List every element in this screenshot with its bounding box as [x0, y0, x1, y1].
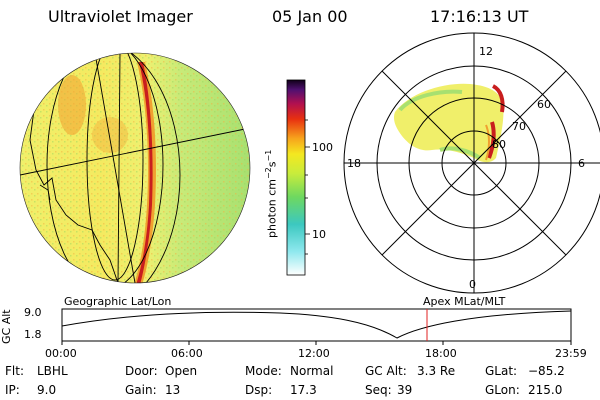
- door-value: Open: [165, 364, 198, 378]
- seq-value: 39: [397, 383, 413, 397]
- timeline-x-tick-1800: 18:00: [425, 347, 457, 360]
- ip-label: IP:: [5, 383, 20, 397]
- timeline-x-tick-1200: 12:00: [298, 347, 330, 360]
- timeline-y-label: GC Alt: [0, 309, 13, 344]
- timeline-x-tick-0000: 00:00: [45, 347, 77, 360]
- gc-alt-label: GC Alt:: [365, 364, 407, 378]
- instrument-title: Ultraviolet Imager: [48, 7, 193, 26]
- globe-limb: [19, 52, 251, 284]
- altitude-timeline-frame: [61, 308, 572, 342]
- glat-label: GLat:: [485, 364, 518, 378]
- dsp-label: Dsp:: [245, 383, 273, 397]
- gain-label: Gain:: [125, 383, 157, 397]
- mode-label: Mode:: [245, 364, 282, 378]
- color-scale-unit: photon cm−2s−1: [264, 149, 279, 238]
- filter-label: Flt:: [5, 364, 24, 378]
- lat-label-60: 60: [537, 98, 551, 111]
- mlt-label-0: 0: [469, 278, 476, 291]
- timeline-right-caption: Apex MLat/MLT: [423, 295, 506, 308]
- timeline-y-tick-bottom: 1.8: [24, 328, 42, 341]
- door-label: Door:: [125, 364, 158, 378]
- color-scale-bar: [286, 79, 306, 276]
- mlt-label-12: 12: [479, 45, 493, 58]
- color-scale-tick-10: 10: [312, 228, 326, 241]
- glon-value: 215.0: [528, 383, 563, 397]
- glon-label: GLon:: [485, 383, 520, 397]
- polar-plot: [343, 32, 600, 294]
- timeline-x-tick-0600: 06:00: [171, 347, 203, 360]
- seq-label: Seq:: [365, 383, 392, 397]
- ip-value: 9.0: [37, 383, 57, 397]
- timeline-y-tick-top: 9.0: [24, 306, 42, 319]
- timeline-ticks: [61, 341, 572, 345]
- glat-value: −85.2: [528, 364, 565, 378]
- gain-value: 13: [165, 383, 181, 397]
- dsp-value: 17.3: [290, 383, 317, 397]
- mlt-label-18: 18: [347, 157, 361, 170]
- date-label: 05 Jan 00: [272, 7, 348, 26]
- filter-value: LBHL: [37, 364, 68, 378]
- gc-alt-value: 3.3 Re: [417, 364, 456, 378]
- lat-label-70: 70: [512, 120, 526, 133]
- mlt-label-6: 6: [578, 157, 585, 170]
- altitude-curve: [61, 310, 572, 339]
- timeline-x-tick-2359: 23:59: [555, 347, 587, 360]
- mode-value: Normal: [290, 364, 334, 378]
- timeline-left-caption: Geographic Lat/Lon: [64, 295, 172, 308]
- color-scale-ticks: [305, 119, 310, 255]
- time-label: 17:16:13 UT: [430, 7, 529, 26]
- color-scale-tick-100: 100: [312, 141, 333, 154]
- lat-label-80: 80: [492, 138, 506, 151]
- globe-image: [20, 53, 250, 283]
